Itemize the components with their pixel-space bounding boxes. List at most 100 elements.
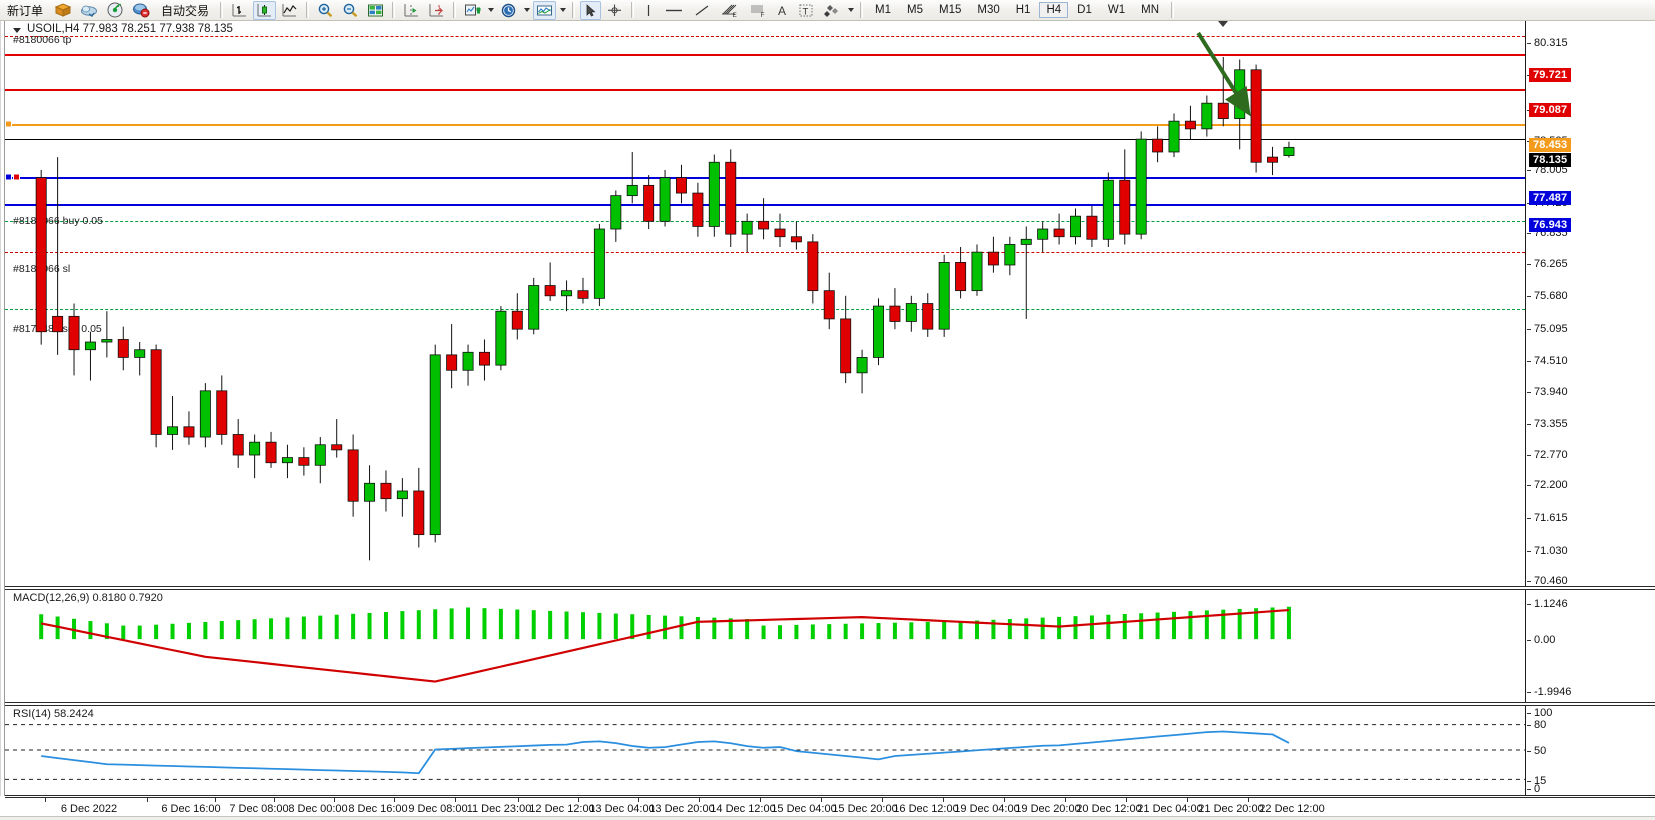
autotrade-icon-button[interactable] (129, 1, 153, 20)
time-tick-mark (578, 798, 579, 802)
tp-line[interactable] (5, 36, 1525, 37)
period-separator-icon (500, 3, 517, 18)
price-scale[interactable]: 80.31579.72179.08778.52578.00577.42076.8… (1527, 21, 1655, 616)
time-tick-mark (334, 798, 335, 802)
price-tag[interactable]: 77.487 (1529, 191, 1572, 205)
time-tick-label: 15 Dec 20:00 (832, 803, 898, 815)
fibo-e-button[interactable]: E (716, 1, 742, 20)
add-indicator-caret-icon[interactable] (488, 8, 495, 12)
templates-button[interactable] (533, 0, 557, 20)
auto-trading-button[interactable]: 自动交易 (155, 1, 215, 20)
objects-button[interactable] (819, 1, 844, 20)
timeframe-m30[interactable]: M30 (977, 4, 1000, 16)
time-tick-label: 13 Dec 04:00 (589, 803, 655, 815)
chart-menu-caret-icon[interactable] (13, 28, 21, 33)
price-tag[interactable]: 76.943 (1529, 218, 1572, 232)
toolbar-separator-5 (572, 2, 576, 18)
auto-scroll-button[interactable] (425, 1, 448, 20)
trendline-icon (693, 3, 711, 18)
line-chart-icon (281, 3, 298, 18)
macd-pane[interactable]: MACD(12,26,9) 0.8180 0.7920 1.1246 0.00 -1… (5, 589, 1655, 703)
text-button[interactable]: A (772, 1, 793, 20)
crosshair-button[interactable] (603, 1, 626, 20)
bar-chart-icon (231, 3, 248, 18)
svg-text:A: A (778, 4, 786, 18)
time-tick-label: 8 Dec 16:00 (348, 803, 408, 815)
templates-caret-icon[interactable] (560, 8, 567, 12)
bar-chart-button[interactable] (228, 1, 251, 20)
support-line-2[interactable] (5, 204, 1525, 206)
macd-plot-area[interactable] (5, 590, 1526, 702)
price-pane[interactable]: USOIL,H4 77.983 78.251 77.938 78.135 #81… (5, 21, 1655, 616)
cloud-icon-button[interactable] (77, 1, 101, 20)
rsi-plot-area[interactable] (5, 706, 1526, 795)
rsi-series (5, 724, 1525, 780)
support-line-1[interactable] (5, 177, 1525, 179)
period-caret-icon[interactable] (524, 8, 531, 12)
entry-line[interactable] (5, 124, 1525, 126)
new-order-button[interactable]: 新订单 (1, 1, 49, 20)
resistance-line-2[interactable] (5, 89, 1525, 91)
sl-line[interactable] (5, 252, 1525, 253)
timeframe-m15[interactable]: M15 (939, 4, 962, 16)
time-tick-mark (455, 798, 456, 802)
chart-scroll-marker-icon[interactable] (1218, 21, 1228, 27)
toolbar-separator-6 (631, 2, 635, 18)
candlestick-button[interactable] (253, 0, 277, 20)
time-tick-mark (1126, 798, 1127, 802)
price-tick: 78.005 (1527, 164, 1568, 176)
line-chart-button[interactable] (278, 1, 301, 20)
horizontal-line-button[interactable] (660, 1, 688, 20)
time-tick-mark (760, 798, 761, 802)
rsi-pane[interactable]: RSI(14) 58.2424 100 80 50 15 0 (5, 705, 1655, 796)
price-tag[interactable]: 79.087 (1529, 103, 1572, 117)
timeframe-d1[interactable]: D1 (1077, 4, 1092, 16)
time-tick-label: 13 Dec 20:00 (649, 803, 715, 815)
time-tick-mark (1248, 798, 1249, 802)
price-tag[interactable]: 78.135 (1529, 153, 1572, 167)
zoom-out-button[interactable] (339, 1, 362, 20)
chart-window[interactable]: USOIL,H4 77.983 78.251 77.938 78.135 #81… (0, 21, 1655, 820)
timeframe-h1[interactable]: H1 (1015, 4, 1031, 16)
entry-handle[interactable] (5, 120, 12, 128)
trend-arrow-annotation[interactable] (5, 21, 1525, 586)
time-tick-mark (215, 798, 216, 802)
support1-handle[interactable] (5, 173, 12, 181)
order-marker-handle[interactable] (13, 173, 20, 181)
add-indicator-button[interactable] (461, 1, 484, 20)
sell-order-line[interactable] (5, 309, 1525, 310)
timeframe-mn[interactable]: MN (1141, 4, 1159, 16)
wallet-icon-button[interactable] (51, 1, 75, 20)
zoom-in-button[interactable] (314, 1, 337, 20)
cursor-button[interactable] (580, 0, 602, 20)
period-separator-button[interactable] (497, 1, 520, 20)
cursor-icon (583, 3, 598, 18)
resistance-line-1[interactable] (5, 54, 1525, 56)
timeframe-w1[interactable]: W1 (1107, 4, 1126, 16)
signal-icon-button[interactable] (103, 1, 127, 20)
data-window-button[interactable] (364, 1, 387, 20)
time-tick-label: 7 Dec 08:00 (229, 803, 289, 815)
price-plot-area[interactable]: #8180066 buy 0.05 #8180066 sl #8177488 s… (5, 21, 1526, 586)
autotrade-icon (132, 2, 150, 18)
timeframe-m1[interactable]: M1 (875, 4, 892, 16)
chart-shift-button[interactable] (400, 1, 423, 20)
trendline-button[interactable] (690, 1, 714, 20)
time-tick-label: 11 Dec 23:00 (466, 803, 532, 815)
objects-caret-icon[interactable] (848, 8, 855, 12)
fibo-f-button[interactable]: F (744, 1, 770, 20)
rsi-scale: 100 80 50 15 0 (1527, 706, 1655, 795)
vertical-line-button[interactable] (639, 1, 658, 20)
current-price-line (5, 139, 1525, 140)
time-axis[interactable]: 6 Dec 2022 6 Dec 16:00 7 Dec 08:00 8 Dec 00… (5, 797, 1655, 820)
label-button[interactable]: T (795, 1, 817, 20)
price-tag[interactable]: 78.453 (1529, 138, 1572, 152)
macd-tick: -1.9946 (1527, 686, 1571, 698)
timeframe-h4[interactable]: H4 (1039, 2, 1069, 18)
zoom-in-icon (317, 3, 334, 18)
auto-trading-label: 自动交易 (161, 3, 210, 18)
toolbar-separator-3 (392, 2, 396, 18)
wallet-icon (54, 2, 72, 18)
timeframe-m5[interactable]: M5 (907, 4, 923, 16)
price-tag[interactable]: 79.721 (1529, 68, 1572, 82)
